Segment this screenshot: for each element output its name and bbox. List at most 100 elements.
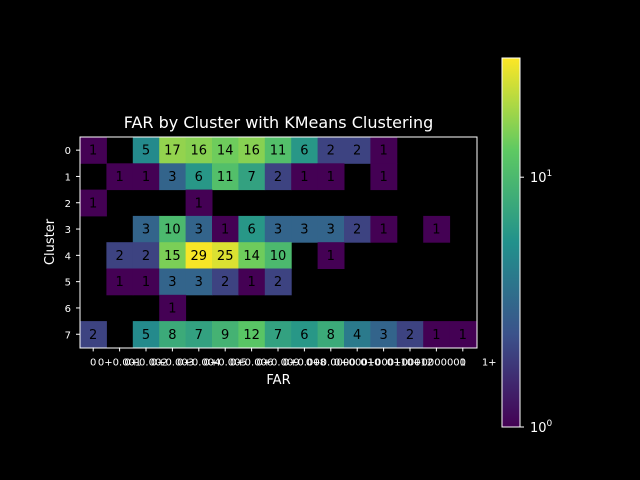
heatmap-cell [185,215,213,243]
heatmap-cell [238,268,266,296]
y-tick-label: 1 [65,172,71,183]
x-tick-label: 0+0.008 [283,357,326,368]
heatmap-cell [238,215,266,243]
y-tick-label: 0 [65,146,71,157]
cell-value-label: 1 [327,249,335,264]
heatmap-cell [106,268,134,296]
cell-value-label: 3 [379,328,387,343]
heatmap-cell [291,163,319,191]
heatmap-cell [212,268,239,296]
cell-value-label: 3 [327,223,335,238]
heatmap-cells: 1 5 17 16 14 16 11 6 2 2 11 1 3 6 11 7 2 1 1 11 13 10 3 1 6 3 3 3 2 1… [80,137,477,348]
heatmap-cell [159,294,187,322]
heatmap-cell [291,215,319,243]
heatmap-cell [317,163,345,191]
cell-value-label: 7 [247,170,255,185]
heatmap-cell [80,137,107,164]
cell-value-label: 1 [379,170,387,185]
cell-value-label: 1 [432,223,440,238]
heatmap-cell [238,321,266,348]
x-tick-label: 0+0.002 [124,357,167,368]
cell-value-label: 1 [115,275,123,290]
x-tick-label: 0+0.005 [204,357,247,368]
cell-value-label: 8 [327,328,335,343]
cell-value-label: 6 [247,223,255,238]
cell-value-label: 6 [300,328,308,343]
cell-value-label: 2 [221,275,229,290]
heatmap-cell [185,242,213,269]
cell-value-label: 1 [221,223,229,238]
cell-value-label: 29 [191,249,208,264]
cell-value-label: 1 [89,144,97,159]
y-axis-label: Cluster [43,218,58,265]
cell-value-label: 3 [168,170,176,185]
heatmap-cell [212,242,239,269]
cell-value-label: 5 [142,328,150,343]
cell-value-label: 1 [327,170,335,185]
y-tick-label: 6 [65,304,71,315]
cell-value-label: 1 [247,275,255,290]
x-axis-label: FAR [266,373,290,388]
cell-value-label: 14 [217,144,234,159]
heatmap-cell [396,321,424,348]
cell-value-label: 2 [274,170,282,185]
cell-value-label: 2 [353,223,361,238]
cell-value-label: 1 [195,196,203,211]
y-axis-ticks: 0 1 2 3 4 5 6 7 [65,146,80,341]
cell-value-label: 2 [274,275,282,290]
heatmap-cell [291,321,319,348]
heatmap-cell [212,215,239,243]
cell-value-label: 7 [274,328,282,343]
heatmap-cell [264,242,292,269]
x-tick-label: 0+00010 [334,357,381,368]
cell-value-label: 2 [89,328,97,343]
cell-value-label: 15 [164,249,181,264]
heatmap-cell [132,321,160,348]
x-tick-label: 0+0.001 [98,357,141,368]
heatmap-cell [423,215,451,243]
heatmap-cell [264,215,292,243]
cell-value-label: 12 [243,328,260,343]
heatmap-cell [159,268,187,296]
cell-value-label: 4 [353,328,361,343]
heatmap-cell [344,215,371,243]
heatmap-cell [185,137,213,164]
heatmap-cell [370,163,398,191]
cell-value-label: 16 [191,144,208,159]
heatmap-cell [106,163,134,191]
x-tick-label: 0+0000000 [407,357,466,368]
heatmap-cell [370,137,398,164]
x-axis-ticks: 0 0+0.0010+0.0020+0.0030+0.0040+0.0050+0.… [90,347,497,368]
heatmap-cell [264,163,292,191]
cell-value-label: 2 [327,144,335,159]
cell-value-label: 10 [270,249,287,264]
x-tick-label: 0+0.009 [256,357,299,368]
heatmap-cell [264,268,292,296]
heatmap-cell [238,163,266,191]
cell-value-label: 7 [195,328,203,343]
cell-value-label: 1 [168,301,176,316]
heatmap-cell [185,321,213,348]
cell-value-label: 6 [195,170,203,185]
heatmap-cell [159,137,187,164]
cell-value-label: 2 [142,249,150,264]
cell-value-label: 9 [221,328,229,343]
x-tick-label: 0+00012 [387,357,434,368]
cell-value-label: 1 [459,328,467,343]
heatmap-cell [317,137,345,164]
x-tick-label: 0+00011 [360,357,407,368]
cell-value-label: 2 [353,144,361,159]
cell-value-label: 3 [142,223,150,238]
cell-value-label: 1 [379,223,387,238]
y-tick-label: 2 [65,199,71,210]
heatmap-cell [132,163,160,191]
heatmap-cell [132,268,160,296]
colorbar [501,57,521,428]
heatmap-cell [238,242,266,269]
cell-value-label: 3 [300,223,308,238]
cell-value-label: 14 [243,249,260,264]
heatmap-cell [212,321,239,348]
cell-value-label: 2 [406,328,414,343]
cell-value-label: 1 [115,170,123,185]
